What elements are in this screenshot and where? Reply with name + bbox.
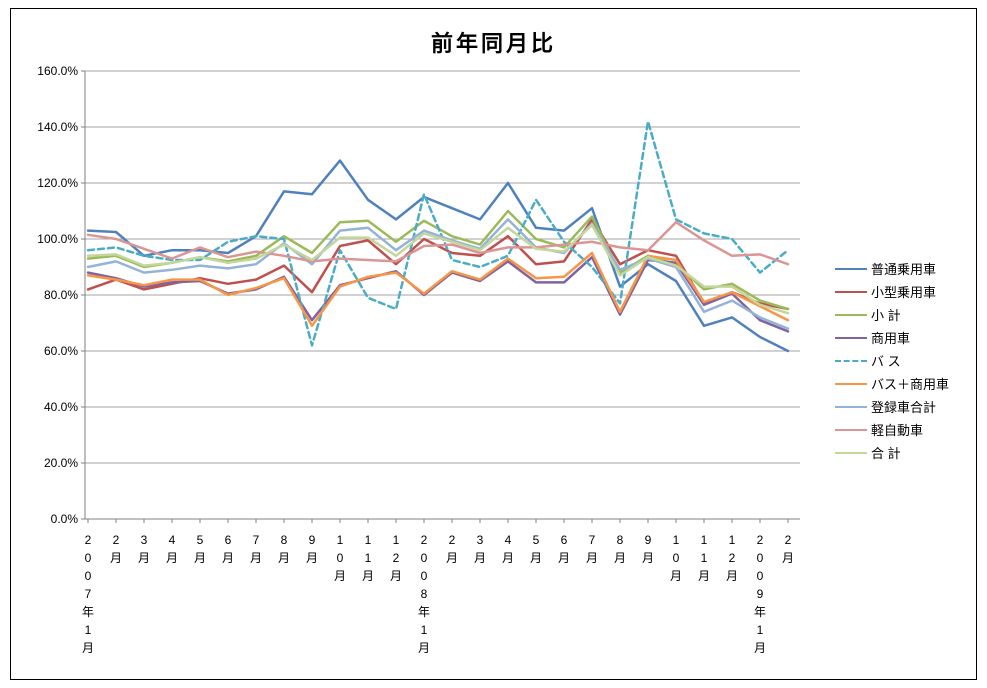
legend-item[interactable]: 普通乗用車 [835, 257, 936, 280]
series-line-バス＋商用車 [86, 251, 790, 328]
series-line-合計 [86, 223, 790, 315]
legend-label: 軽自動車 [871, 423, 924, 438]
legend-line-sample [835, 359, 867, 362]
legend-line-sample [835, 290, 867, 293]
chart-title: 前年同月比 [430, 31, 556, 56]
legend-label: バス＋商用車 [871, 377, 950, 392]
series-line-登録車合計 [86, 218, 790, 330]
series-line-軽自動車 [86, 220, 790, 266]
legend-label: 小 計 [871, 308, 901, 323]
y-axis-label: 80.0% [43, 288, 78, 302]
legend-line-sample [835, 451, 867, 454]
y-axis-label: 0.0% [50, 512, 78, 526]
legend-item[interactable]: バス＋商用車 [835, 372, 949, 395]
y-axis-label: 100.0% [37, 232, 78, 246]
legend-line-sample [835, 267, 867, 270]
chart-border [10, 8, 977, 680]
y-axis-label: 60.0% [43, 344, 78, 358]
y-axis-label: 40.0% [43, 400, 78, 414]
legend-label: 普通乗用車 [871, 262, 937, 277]
legend-item[interactable]: バ ス [835, 349, 901, 372]
series-line-普通乗用車 [86, 159, 790, 353]
legend-item[interactable]: 登録車合計 [835, 395, 936, 418]
legend-line-sample [835, 382, 867, 385]
y-axis-label: 120.0% [37, 176, 78, 190]
series-line-小型乗用車 [86, 218, 790, 311]
legend-line-sample [835, 428, 867, 431]
legend-label: 商用車 [871, 331, 911, 346]
legend-item[interactable]: 合 計 [835, 441, 901, 464]
legend-label: バ ス [871, 354, 901, 369]
y-axis-label: 140.0% [37, 120, 78, 134]
legend-label: 合 計 [871, 446, 901, 461]
legend-label: 登録車合計 [871, 400, 937, 415]
series-line-バス [86, 120, 790, 347]
legend-item[interactable]: 軽自動車 [835, 418, 923, 441]
y-axis-label: 160.0% [37, 64, 78, 78]
legend-item[interactable]: 小型乗用車 [835, 280, 936, 303]
legend-label: 小型乗用車 [871, 285, 937, 300]
legend-item[interactable]: 小 計 [835, 303, 901, 326]
y-axis-label: 20.0% [43, 456, 78, 470]
legend-item[interactable]: 商用車 [835, 326, 910, 349]
legend-line-sample [835, 313, 867, 316]
legend-line-sample [835, 405, 867, 408]
legend-line-sample [835, 336, 867, 339]
